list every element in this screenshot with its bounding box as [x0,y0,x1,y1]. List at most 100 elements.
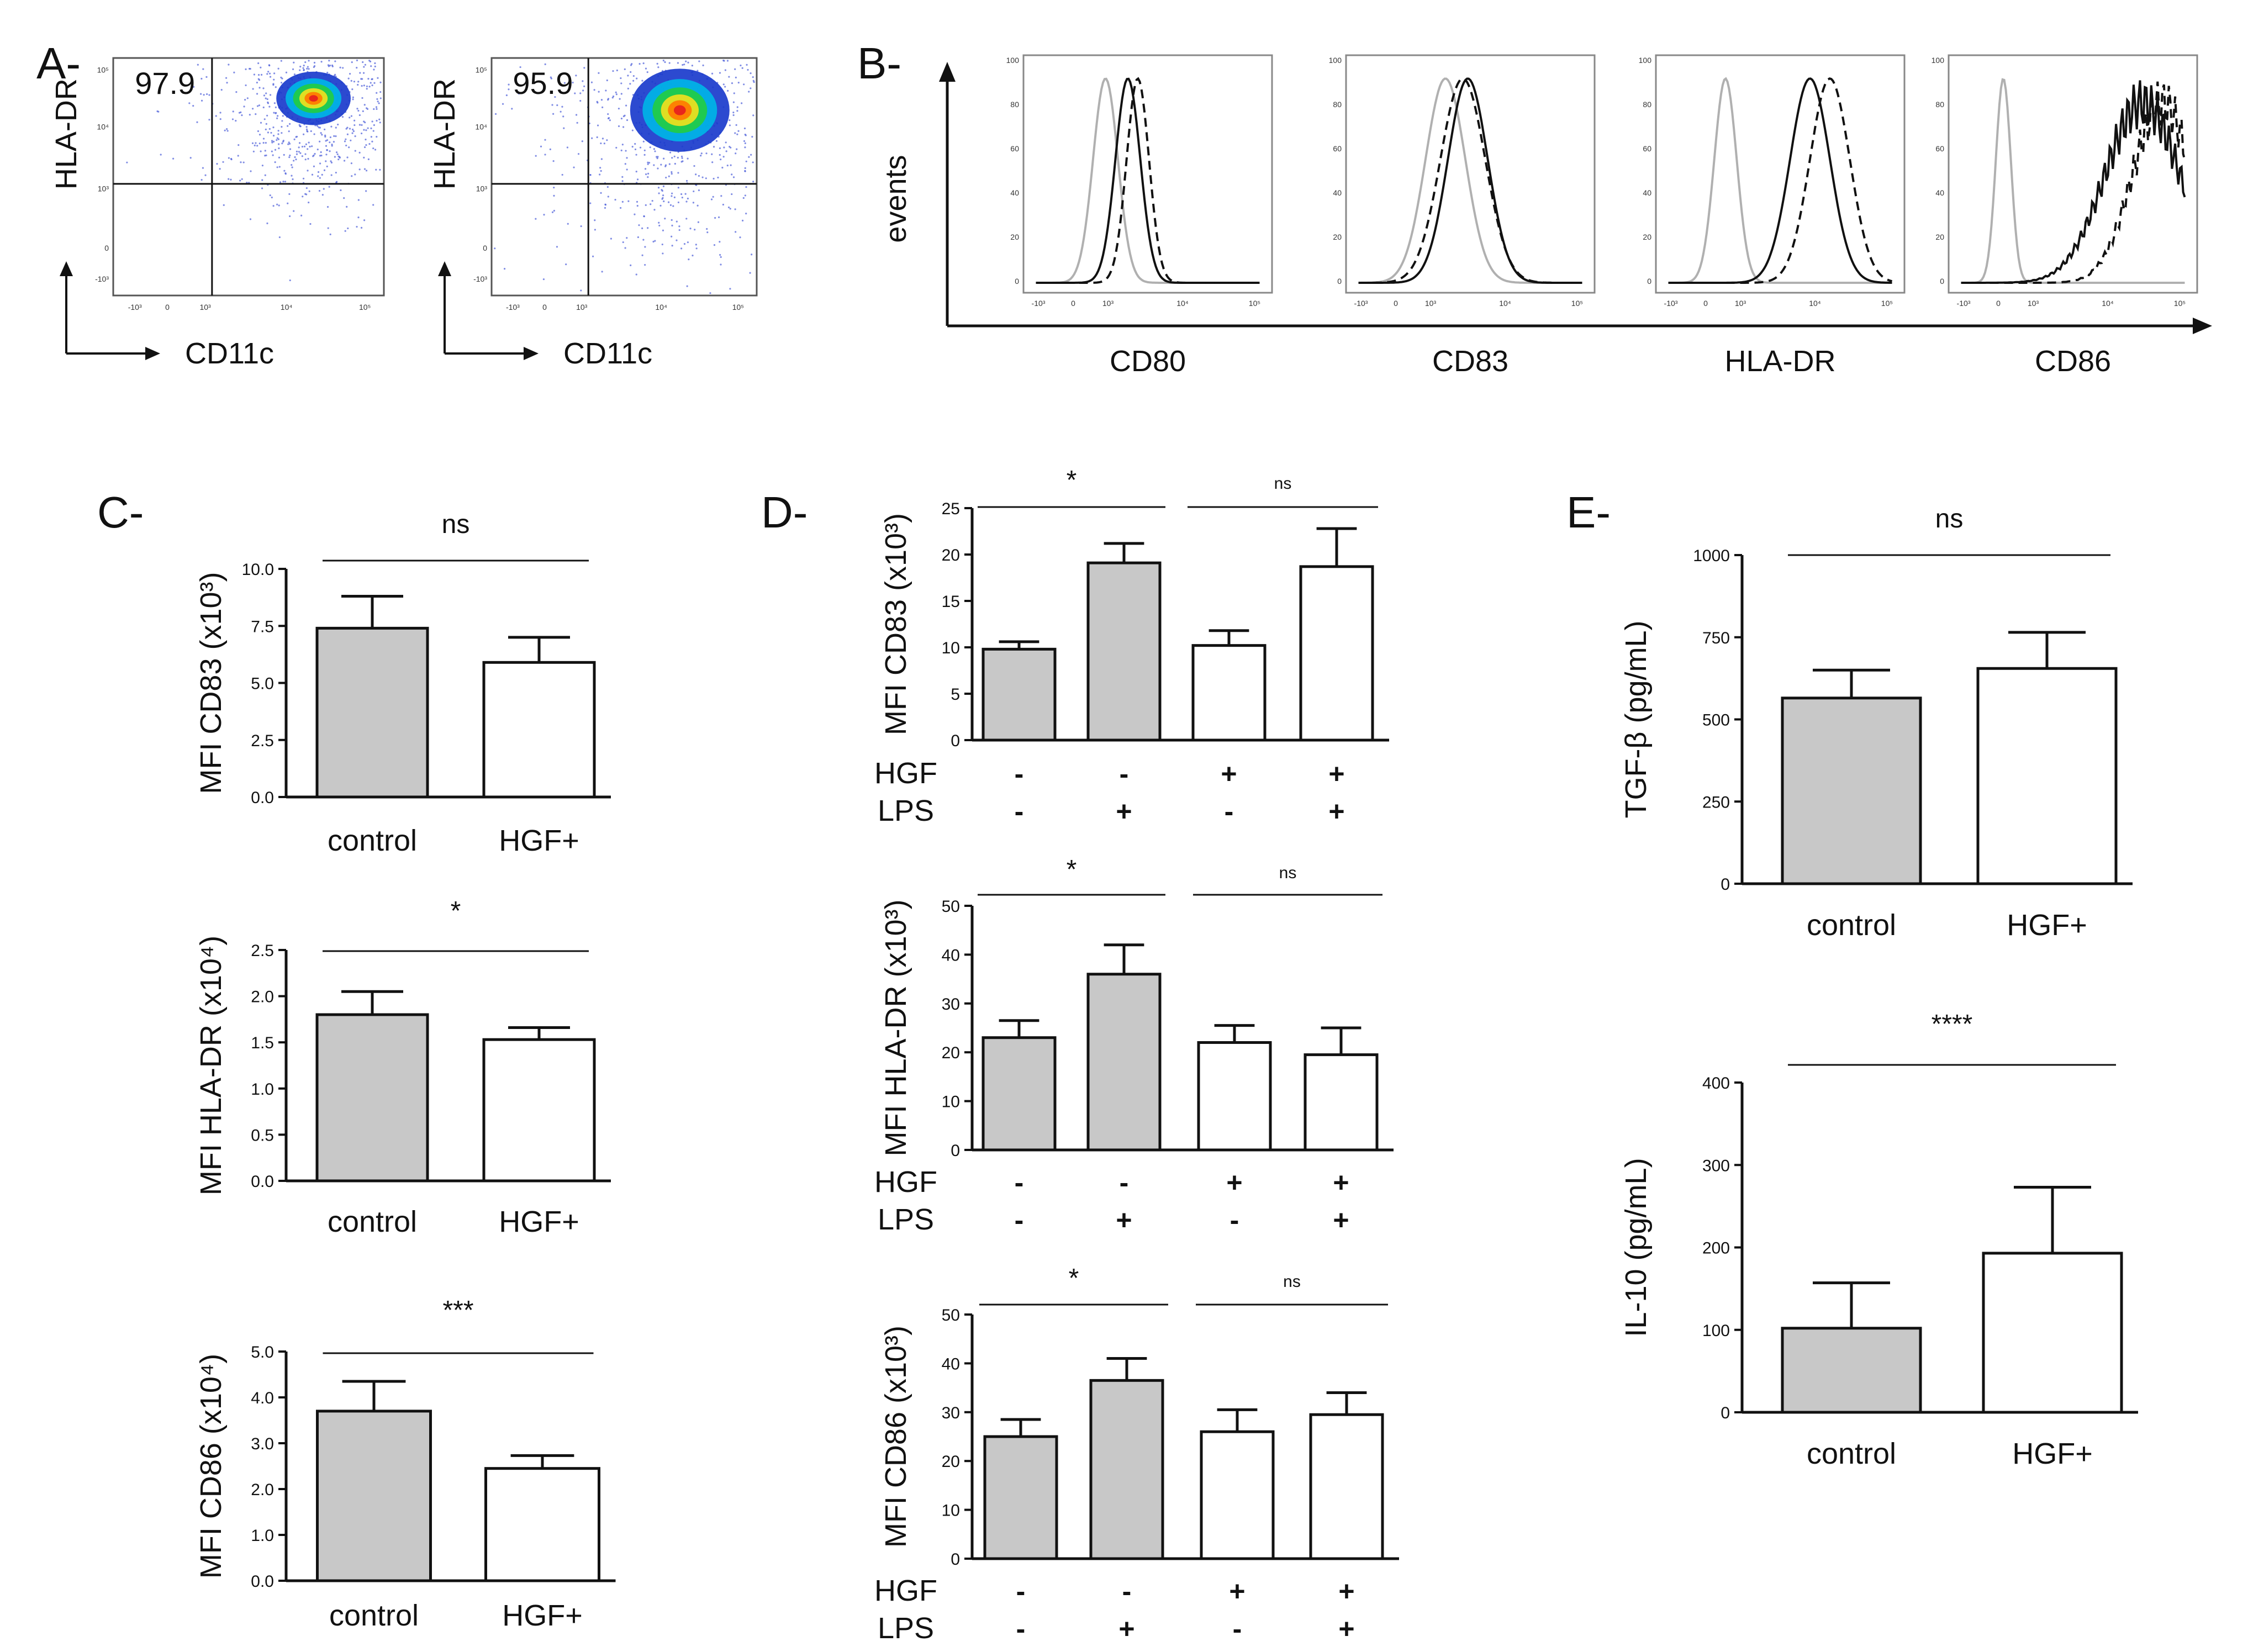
flow-event-dot [375,106,378,108]
flow-event-dot [350,162,352,165]
flow-event-dot [730,164,732,166]
flow-event-dot [724,86,726,88]
flow-event-dot [700,155,702,157]
y-tick-label: 30 [942,1404,960,1422]
flow-event-dot [231,118,234,120]
flow-event-dot [745,160,747,162]
y-tick-label: 2.5 [251,942,274,960]
flow-event-dot [325,154,328,156]
flow-event-dot [647,172,650,175]
flow-event-dot [272,154,274,156]
flow-event-dot [305,187,308,189]
condition-sign: - [1233,1613,1242,1644]
flow-event-dot [736,148,738,150]
flow-event-dot [200,99,203,102]
flow-event-dot [750,154,752,156]
flow-event-dot [563,127,565,129]
flow-event-dot [376,135,378,138]
flow-event-dot [324,128,326,130]
flow-event-dot [365,190,367,192]
flow-event-dot [226,128,228,130]
density-level-6 [674,105,686,115]
condition-sign: - [1015,796,1024,827]
histogram-x-tick: 0 [1996,299,2001,308]
flow-event-dot [235,91,238,93]
flow-event-dot [269,94,272,96]
y-tick-label: 1000 [1693,547,1730,565]
bar-2 [1086,973,1162,1152]
flow-event-dot [271,196,273,199]
flow-event-dot [607,196,609,198]
flow-event-dot [627,200,630,202]
flow-event-dot [358,168,361,171]
flow-event-dot [671,245,673,247]
y-tick-label: 2.5 [251,732,274,750]
flow-event-dot [620,149,622,151]
flow-event-dot [665,176,667,179]
flow-event-dot [349,117,351,119]
flow-event-dot [667,201,670,203]
flow-event-dot [252,150,255,152]
flow-x-tick: 10⁵ [359,303,371,312]
panel-b-x-arrowhead [2193,318,2212,334]
flow-event-dot [663,157,665,160]
flow-y-label: HLA-DR [428,78,461,189]
flow-event-dot [544,154,546,156]
flow-x-tick: 0 [542,303,547,312]
flow-event-dot [374,62,376,65]
chart-c3: 5.0 4.0 3.0 2.0 1.0 0.0 MFI CD86 (x10⁴) control… [194,1296,616,1632]
histogram-frame [1345,54,1596,294]
flow-event-dot [295,135,298,138]
flow-y-tick: 10⁵ [476,66,487,75]
flow-event-dot [624,68,626,70]
flow-event-dot [743,83,745,86]
flow-event-dot [600,170,602,172]
flow-event-dot [262,142,265,144]
flow-event-dot [751,136,753,138]
flow-event-dot [306,130,308,132]
y-tick-label: 5.0 [251,1343,274,1361]
flow-event-dot [371,78,373,80]
flow-event-dot [621,176,624,178]
flow-event-dot [375,168,377,171]
panel-b-y-label: events [879,155,912,242]
flow-x-arrowhead [145,347,160,360]
flow-event-dot [310,130,312,133]
flow-event-dot [279,181,282,183]
flow-event-dot [727,89,729,92]
flow-event-dot [711,72,714,75]
histogram-y-tick: 100 [1329,56,1342,65]
flow-event-dot [629,83,631,85]
flow-event-dot [600,142,602,145]
y-tick-label: 250 [1702,793,1730,811]
flow-event-dot [696,70,699,72]
flow-event-dot [751,254,753,256]
flow-event-dot [256,81,258,84]
flow-event-dot [719,154,721,156]
flow-event-dot [335,135,337,138]
y-tick-label: 2.0 [251,1481,274,1499]
flow-event-dot [729,208,731,210]
flow-event-dot [717,176,719,179]
flow-event-dot [314,152,316,155]
flow-event-dot [261,165,264,167]
bar-2 [482,661,596,799]
flow-event-dot [265,128,267,130]
flow-event-dot [351,61,353,64]
flow-event-dot [645,67,647,70]
flow-event-dot [662,252,664,255]
flow-event-dot [200,77,203,80]
flow-event-dot [257,73,260,76]
flow-event-dot [325,145,328,147]
flow-event-dot [556,104,558,107]
flow-event-dot [618,107,620,110]
flow-event-dot [365,129,367,131]
flow-event-dot [685,218,688,220]
flow-event-dot [298,142,301,144]
flow-event-dot [262,87,265,89]
flow-event-dot [365,139,367,141]
flow-event-dot [271,150,273,152]
flow-event-dot [320,61,323,63]
flow-event-dot [553,186,555,189]
flow-event-dot [289,279,291,282]
